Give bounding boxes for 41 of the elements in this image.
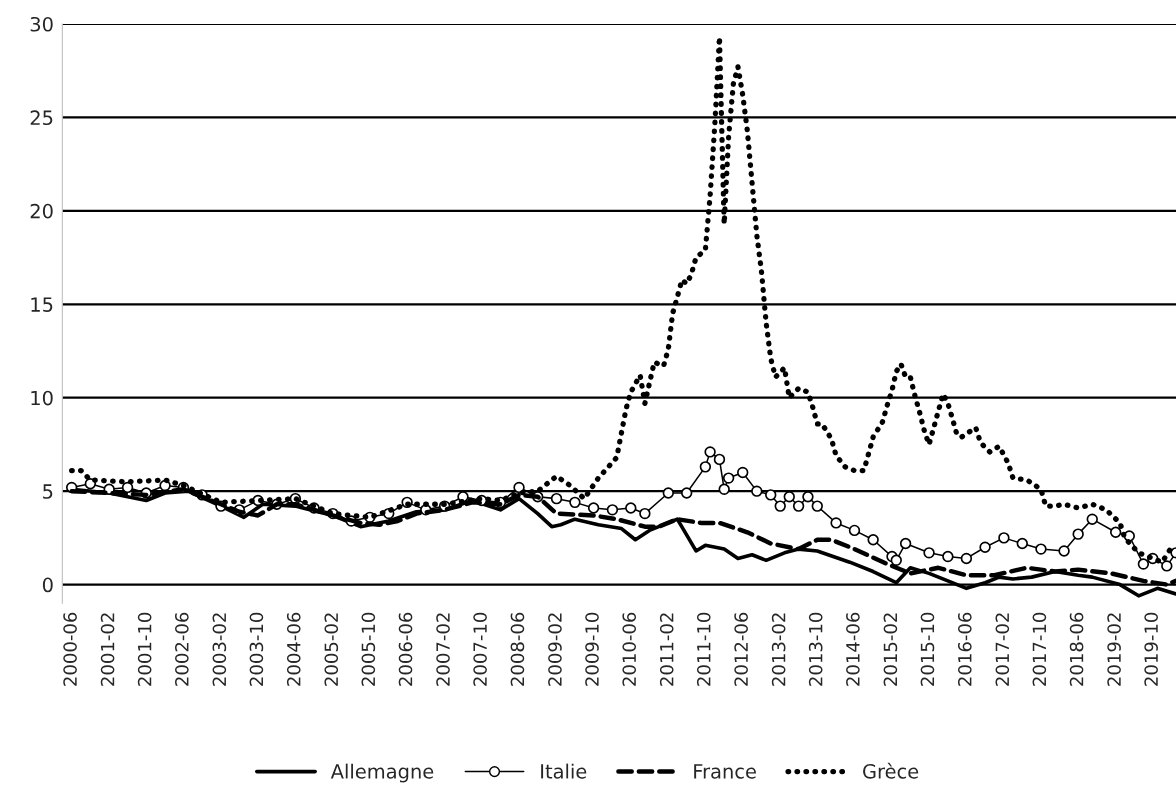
x-tick-label: 2001-02 [100, 613, 115, 686]
x-tick-label: 2009-10 [585, 612, 599, 686]
x-tick-label: 2000-06 [63, 612, 77, 686]
x-tick-label: 2017-02 [995, 613, 1010, 686]
x-tick-label: 2016-06 [957, 612, 972, 686]
x-tick-label: 2015-10 [920, 612, 935, 686]
y-tick-label: 0 [42, 577, 53, 593]
x-tick-label: 2015-02 [883, 613, 898, 686]
y-tick-label: 25 [30, 110, 53, 126]
y-tick-label: 10 [31, 390, 53, 406]
x-tick-label: 2019-02 [1107, 613, 1121, 686]
x-tick-label: 2004-06 [286, 612, 301, 686]
x-tick-label: 2017-10 [1032, 612, 1047, 686]
y-tick-label: 5 [43, 484, 53, 499]
legend-label: Italie [541, 763, 587, 779]
x-tick-label: 2013-02 [771, 613, 786, 686]
legend-label: France [694, 764, 756, 779]
x-tick-label: 2014-06 [846, 612, 860, 686]
y-tick-label: 30 [30, 16, 53, 32]
x-tick-label: 2019-10 [1144, 612, 1158, 686]
legend-label: Allemagne [330, 763, 434, 783]
x-tick-label: 2018-06 [1069, 612, 1084, 686]
x-tick-label: 2012-06 [734, 612, 748, 686]
x-tick-label: 2005-10 [361, 612, 376, 686]
x-tick-label: 2010-06 [622, 612, 637, 686]
x-tick-label: 2009-02 [548, 613, 562, 686]
x-tick-label: 2003-02 [212, 613, 227, 686]
y-tick-label: 15 [31, 297, 53, 312]
x-tick-label: 2013-10 [808, 612, 823, 686]
x-tick-label: 2005-02 [324, 613, 339, 686]
x-tick-label: 2001-10 [137, 612, 152, 686]
x-tick-label: 2007-02 [436, 613, 450, 686]
x-tick-label: 2011-10 [696, 612, 711, 686]
x-tick-label: 2008-06 [510, 612, 525, 686]
x-tick-label: 2006-06 [398, 612, 413, 686]
x-tick-label: 2011-02 [659, 613, 674, 686]
x-tick-label: 2007-10 [473, 612, 487, 686]
x-tick-label: 2002-06 [175, 612, 189, 686]
legend-label: Grèce [863, 762, 919, 779]
y-tick-label: 20 [30, 203, 53, 219]
x-tick-label: 2003-10 [249, 612, 264, 686]
